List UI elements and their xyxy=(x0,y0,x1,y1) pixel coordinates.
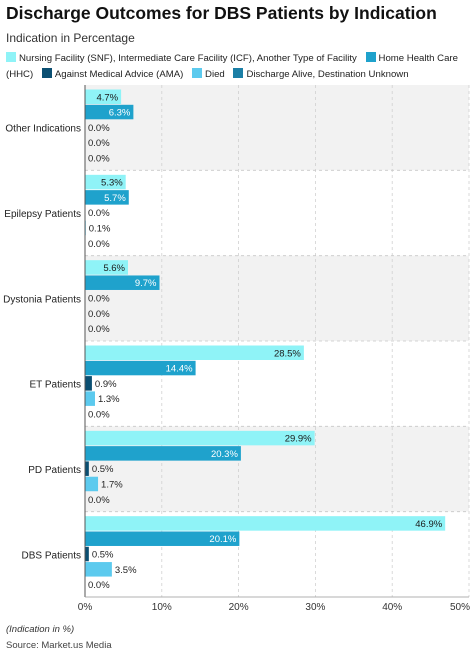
bar xyxy=(85,345,304,360)
bar-value-label: 0.5% xyxy=(92,464,114,475)
category-label: Other Indications xyxy=(5,124,81,135)
bar-value-label: 0.0% xyxy=(88,324,110,335)
bar xyxy=(85,446,241,461)
x-tick-label: 20% xyxy=(229,602,249,613)
legend-swatch xyxy=(192,68,203,78)
legend-label: Home Health Care (HHC) xyxy=(6,53,458,80)
bar-value-label: 0.0% xyxy=(88,495,110,506)
chart-legend: Nursing Facility (SNF), Intermediate Car… xyxy=(6,51,468,83)
bar-value-label: 0.0% xyxy=(88,309,110,320)
bar xyxy=(85,516,446,531)
bar-value-label: 20.1% xyxy=(209,534,236,545)
chart-source: Source: Market.us Media xyxy=(6,640,112,651)
bar-value-label: 6.3% xyxy=(109,108,131,119)
chart-subtitle: Indication in Percentage xyxy=(6,31,135,45)
bar-value-label: 1.3% xyxy=(98,394,120,405)
legend-item: Discharge Alive, Destination Unknown xyxy=(233,68,409,80)
bar xyxy=(85,89,122,104)
bar-value-label: 9.7% xyxy=(135,278,157,289)
bar xyxy=(85,104,134,120)
bar-value-label: 46.9% xyxy=(415,519,442,530)
bar-value-label: 5.3% xyxy=(101,178,123,189)
legend-swatch xyxy=(6,52,16,62)
bar xyxy=(85,531,240,546)
bar xyxy=(85,360,196,376)
bar-value-label: 28.5% xyxy=(274,348,301,359)
bar-value-label: 14.4% xyxy=(166,364,193,375)
bar xyxy=(85,174,126,190)
legend-swatch xyxy=(233,68,244,78)
category-band xyxy=(85,255,469,341)
bar-value-label: 0.0% xyxy=(88,123,110,134)
bar-value-label: 4.7% xyxy=(96,92,118,103)
legend-label: Died xyxy=(205,69,225,80)
x-tick-label: 50% xyxy=(450,602,470,613)
bar-value-label: 0.0% xyxy=(88,208,110,219)
legend-swatch xyxy=(41,68,52,78)
bar-value-label: 0.1% xyxy=(89,223,111,234)
chart-title: Discharge Outcomes for DBS Patients by I… xyxy=(6,3,437,23)
bar xyxy=(85,190,129,205)
bar xyxy=(85,476,99,492)
bar-value-label: 0.0% xyxy=(88,239,110,250)
category-label: ET Patients xyxy=(29,380,81,391)
legend-label: Discharge Alive, Destination Unknown xyxy=(246,69,409,80)
legend-item: Died xyxy=(192,68,225,80)
x-tick-label: 30% xyxy=(305,602,325,613)
bar xyxy=(85,391,95,406)
bar-value-label: 0.0% xyxy=(88,294,110,305)
x-tick-label: 0% xyxy=(78,602,93,613)
bar-value-label: 0.0% xyxy=(88,153,110,164)
bar xyxy=(85,260,129,275)
x-tick-label: 10% xyxy=(152,602,172,613)
category-label: DBS Patients xyxy=(22,550,81,561)
chart-note: (Indication in %) xyxy=(6,624,75,635)
bar-value-label: 5.6% xyxy=(103,263,125,274)
category-label: Dystonia Patients xyxy=(3,294,81,305)
category-label: Epilepsy Patients xyxy=(4,209,81,220)
category-band xyxy=(85,85,469,171)
bar-value-label: 20.3% xyxy=(211,449,238,460)
legend-label: Against Medical Advice (AMA) xyxy=(54,69,184,80)
legend-item: Nursing Facility (SNF), Intermediate Car… xyxy=(6,52,357,64)
legend-swatch xyxy=(365,52,376,62)
bar-value-label: 0.0% xyxy=(88,580,110,591)
legend-item: Home Health Care (HHC) xyxy=(6,52,458,80)
bar-chart: 4.7% 6.3% 0.0% 0.0% 0.0% Other Indications 5.3… xyxy=(3,85,470,613)
category-band xyxy=(85,170,469,256)
bar xyxy=(85,376,92,391)
legend-item: Against Medical Advice (AMA) xyxy=(41,68,184,80)
category-label: PD Patients xyxy=(28,465,81,476)
bar-value-label: 0.0% xyxy=(88,409,110,420)
bar-value-label: 5.7% xyxy=(104,193,126,204)
bar xyxy=(85,430,315,446)
x-tick-label: 40% xyxy=(382,602,402,613)
bar-value-label: 0.0% xyxy=(88,138,110,149)
bar xyxy=(85,461,89,476)
bar-value-label: 0.9% xyxy=(95,379,117,390)
bar-value-label: 29.9% xyxy=(285,434,312,445)
bar-value-label: 1.7% xyxy=(101,479,123,490)
bar xyxy=(85,275,160,290)
bar xyxy=(85,546,89,562)
bar-value-label: 0.5% xyxy=(92,550,114,561)
legend-label: Nursing Facility (SNF), Intermediate Car… xyxy=(19,53,357,64)
bar xyxy=(85,562,112,577)
bar-value-label: 3.5% xyxy=(115,565,137,576)
